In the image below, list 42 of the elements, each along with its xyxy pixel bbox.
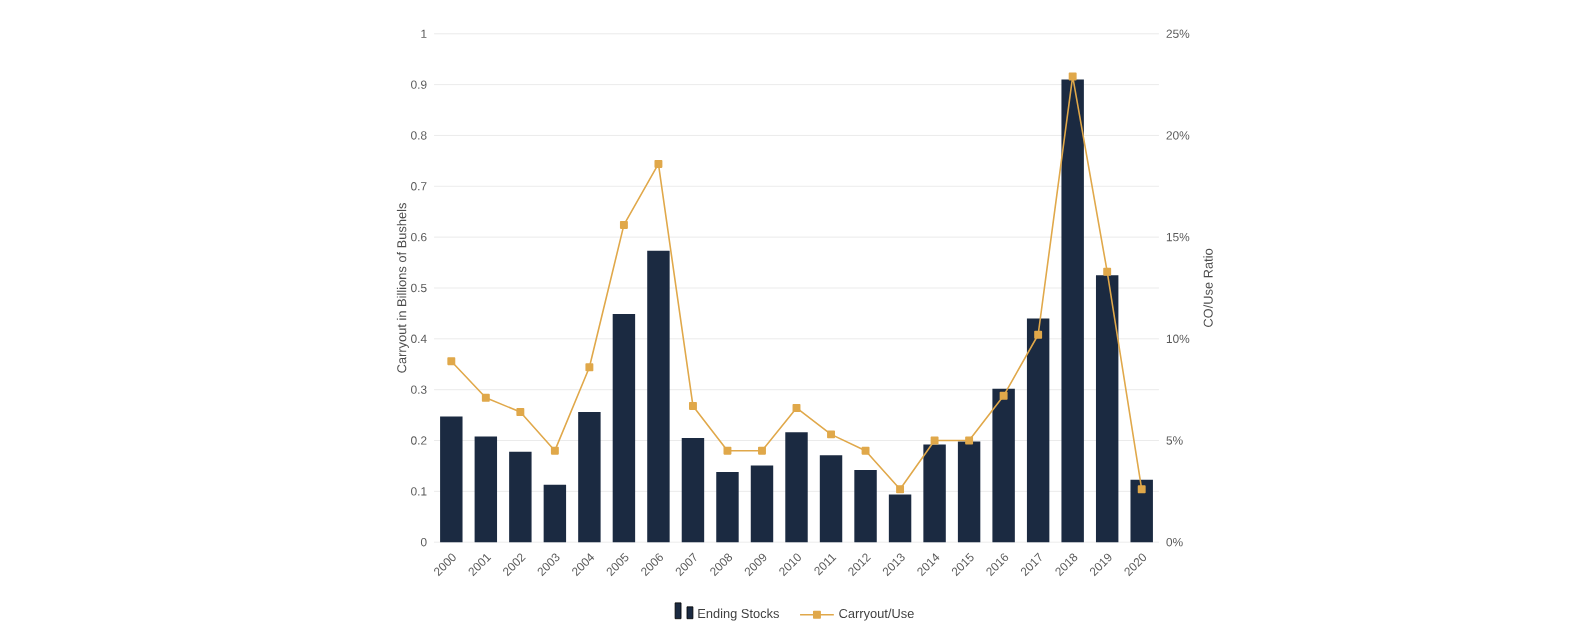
point xyxy=(688,402,697,411)
bar xyxy=(578,412,601,543)
point xyxy=(723,446,732,455)
bar xyxy=(716,472,739,543)
bar xyxy=(1130,479,1153,543)
bar xyxy=(474,436,498,543)
point xyxy=(930,436,939,445)
point xyxy=(481,394,490,402)
point xyxy=(758,446,766,455)
point xyxy=(1068,72,1077,81)
bar xyxy=(543,484,567,543)
point xyxy=(585,363,594,372)
bar xyxy=(957,441,981,543)
bar xyxy=(923,444,946,543)
point xyxy=(550,446,559,455)
bar xyxy=(1061,79,1084,543)
point xyxy=(447,357,456,366)
point xyxy=(999,392,1008,400)
point xyxy=(965,436,974,445)
point xyxy=(861,446,870,455)
point xyxy=(827,430,835,439)
point xyxy=(619,221,628,230)
bar xyxy=(440,416,463,543)
bar xyxy=(1095,275,1119,543)
bar xyxy=(509,451,532,543)
bar xyxy=(992,388,1015,543)
bar xyxy=(854,470,877,543)
bar xyxy=(681,438,705,543)
bar xyxy=(750,465,774,543)
bar xyxy=(888,494,912,543)
bar xyxy=(612,314,636,543)
bar xyxy=(647,251,670,543)
point xyxy=(792,404,801,413)
point xyxy=(654,160,663,169)
bar xyxy=(785,432,808,543)
point xyxy=(1137,485,1146,494)
point xyxy=(516,408,525,417)
point xyxy=(1103,267,1112,276)
point xyxy=(896,485,905,494)
bar xyxy=(819,455,843,543)
point xyxy=(1034,331,1043,339)
bar xyxy=(1026,318,1050,543)
